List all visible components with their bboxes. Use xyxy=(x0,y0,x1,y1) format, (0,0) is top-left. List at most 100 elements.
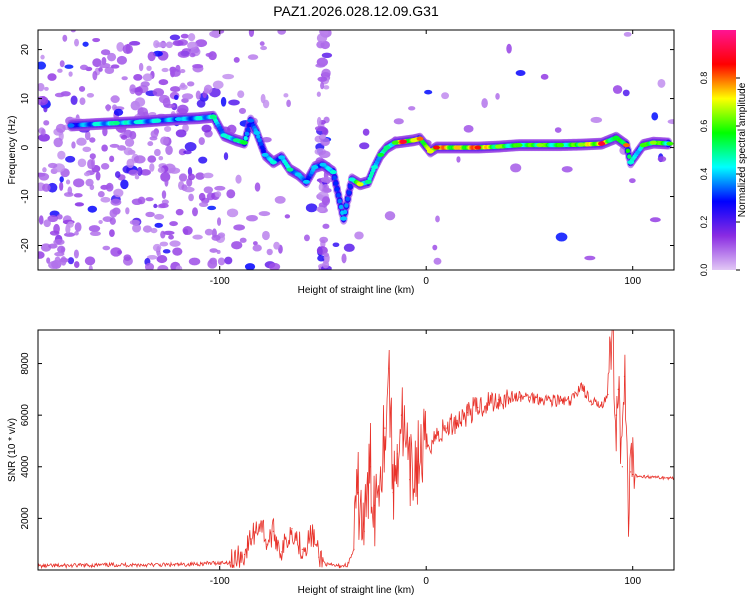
spectrogram-noise-cell xyxy=(73,193,83,198)
spectrogram-noise-cell xyxy=(89,153,96,160)
spectrogram-noise-cell xyxy=(84,130,91,141)
spectrogram-noise-cell xyxy=(65,179,71,185)
spectrogram-noise-cell xyxy=(248,30,255,38)
spectrogram-noise-cell xyxy=(321,52,333,58)
spectrogram-frame xyxy=(37,29,675,271)
spectrogram-noise-cell xyxy=(540,73,549,80)
spectrogram-noise-cell xyxy=(150,130,159,138)
spectrogram-noise-cell xyxy=(252,241,258,246)
spectrogram-ridge-point xyxy=(356,182,364,187)
snr-point xyxy=(528,396,531,398)
spectrogram-noise-cell xyxy=(192,234,203,240)
spectrogram-noise-cell xyxy=(147,155,157,163)
spectrogram-ridge-point xyxy=(515,143,523,148)
y-tick-label: -10 xyxy=(20,189,31,204)
spectrogram-noise-cell xyxy=(463,125,474,133)
spectrogram-ridge-point xyxy=(220,133,228,138)
spectrogram-noise-cell xyxy=(160,230,166,239)
spectrogram-noise-cell xyxy=(156,251,161,257)
spectrogram-noise-cell xyxy=(203,186,214,194)
spectrogram-noise-cell xyxy=(188,193,194,202)
spectrogram-noise-cell xyxy=(188,257,201,266)
y-tick-label: 20 xyxy=(20,44,31,56)
spectrogram-noise-cell xyxy=(238,107,247,115)
spectrogram-noise-cell xyxy=(203,84,213,94)
spectrogram-noise-cell xyxy=(145,197,154,202)
spectrogram-ridge-cell xyxy=(333,181,339,186)
spectrogram-noise-cell xyxy=(109,155,115,163)
spectrogram-noise-cell xyxy=(129,84,137,95)
spectrogram-ridge-point xyxy=(399,139,407,144)
spectrogram-noise-cell xyxy=(233,224,245,231)
spectrogram-noise-cell xyxy=(317,255,326,262)
spectrogram-noise-cell xyxy=(110,198,122,206)
spectrogram-noise-cell xyxy=(169,240,181,247)
spectrogram-noise-cell xyxy=(161,190,167,199)
spectrogram-noise-cell xyxy=(169,34,181,41)
spectrogram-ridge-point xyxy=(433,145,441,150)
spectrogram-noise-cell xyxy=(158,156,164,161)
spectrogram-ridge-point xyxy=(639,143,647,148)
spectrogram-noise-cell xyxy=(137,107,149,117)
spectrogram-noise-cell xyxy=(424,89,433,95)
spectrogram-noise-cell xyxy=(54,92,65,98)
spectrogram-noise-cell xyxy=(100,49,111,56)
spectrogram-ridge-point xyxy=(612,135,620,140)
spectrogram-noise-cell xyxy=(649,217,661,223)
spectrogram-noise-cell xyxy=(435,215,440,223)
spectrogram-noise-cell xyxy=(109,208,118,218)
snr-point xyxy=(487,401,489,403)
spectrogram-noise-cell xyxy=(254,182,261,192)
spectrogram-noise-cell xyxy=(506,43,512,54)
spectrogram-noise-cell xyxy=(456,156,461,163)
spectrogram-ridge-point xyxy=(623,143,631,148)
spectrogram-noise-cell xyxy=(165,41,173,49)
spectrogram-noise-cell xyxy=(323,85,330,90)
spectrogram-noise-cell xyxy=(168,167,181,174)
spectrogram-noise-cell xyxy=(88,225,101,233)
y-tick-label: 4000 xyxy=(20,455,31,478)
spectrogram-noise-cell xyxy=(629,178,636,184)
spectrogram-noise-cell xyxy=(147,51,156,62)
spectrogram-ridge-cell xyxy=(346,190,352,195)
spectrogram-noise-cell xyxy=(82,41,89,47)
chart-title: PAZ1.2026.028.12.09.G31 xyxy=(273,3,439,19)
spectrogram-noise-cell xyxy=(70,95,78,106)
spectrogram-noise-cell xyxy=(53,239,65,246)
spectrogram-ridge-point xyxy=(377,152,385,157)
spectrogram-noise-cell xyxy=(152,243,162,252)
spectrogram-noise-cell xyxy=(622,89,630,97)
spectrogram-noise-cell xyxy=(132,223,142,233)
spectrogram-noise-cell xyxy=(212,80,224,89)
spectrogram-noise-cell xyxy=(124,138,135,147)
snr-point xyxy=(570,401,572,403)
spectrogram-noise-cell xyxy=(157,265,169,270)
spectrogram-noise-cell xyxy=(49,230,60,236)
spectrogram-noise-cell xyxy=(178,173,188,182)
spectrogram-noise-cell xyxy=(179,69,186,74)
snr-x-label: Height of straight line (km) xyxy=(298,585,415,596)
spectrogram-noise-cell xyxy=(233,57,240,63)
snr-point xyxy=(621,466,623,468)
spectrogram-noise-cell xyxy=(129,219,140,226)
spectrogram-noise-cell xyxy=(105,104,111,112)
spectrogram-noise-cell xyxy=(590,116,603,124)
spectrogram-noise-cell xyxy=(38,215,44,225)
spectrogram-noise-cell xyxy=(362,128,370,136)
spectrogram-noise-cell xyxy=(183,186,195,193)
spectrogram-noise-cell xyxy=(140,169,151,176)
spectrogram-ridge-point xyxy=(577,142,585,147)
spectrogram-noise-cell xyxy=(515,70,526,77)
snr-point xyxy=(580,383,582,385)
spectrogram-noise-cell xyxy=(64,64,74,69)
spectrogram-ridge-point xyxy=(598,141,606,146)
snr-point xyxy=(388,368,390,370)
spectrogram-ridge-cell xyxy=(338,204,344,210)
snr-point xyxy=(617,388,619,390)
spectrogram-noise-cell xyxy=(173,94,179,100)
spectrogram-noise-cell xyxy=(286,99,291,108)
spectrogram-ridge-cell xyxy=(625,148,631,154)
snr-point xyxy=(409,479,411,481)
spectrogram-noise-cell xyxy=(42,183,51,192)
spectrogram-noise-cell xyxy=(554,127,562,133)
